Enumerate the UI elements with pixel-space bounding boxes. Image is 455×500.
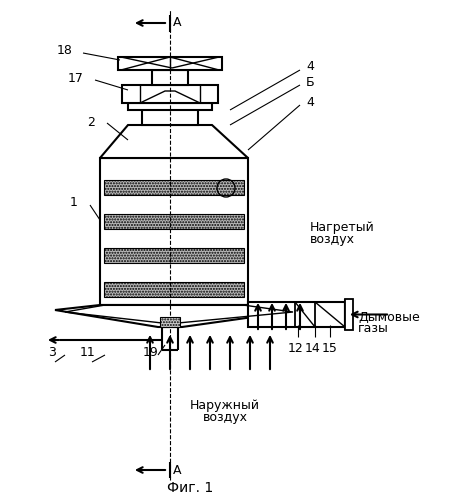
Text: 19: 19 <box>142 346 157 358</box>
Text: 3: 3 <box>48 346 56 358</box>
Text: 14: 14 <box>304 342 320 355</box>
Text: 4: 4 <box>305 60 313 74</box>
Text: 15: 15 <box>321 342 337 355</box>
Bar <box>128 103 212 110</box>
Bar <box>104 180 243 195</box>
Bar <box>104 282 243 297</box>
Text: Наружный: Наружный <box>190 398 259 411</box>
Text: 12: 12 <box>288 342 303 355</box>
Text: 11: 11 <box>79 346 95 358</box>
Text: А: А <box>172 16 181 30</box>
Bar <box>160 317 180 327</box>
Text: Дымовые: Дымовые <box>357 310 419 324</box>
Bar <box>142 108 197 125</box>
Text: А: А <box>172 464 181 476</box>
Bar <box>118 57 222 70</box>
Bar <box>104 248 243 263</box>
Text: воздух: воздух <box>202 412 247 424</box>
Text: Нагретый: Нагретый <box>309 220 374 234</box>
Bar <box>122 85 217 103</box>
Text: 18: 18 <box>57 44 73 57</box>
Text: Б: Б <box>305 76 314 90</box>
Bar <box>100 158 248 305</box>
Text: Фиг. 1: Фиг. 1 <box>167 481 212 495</box>
Text: газы: газы <box>357 322 388 336</box>
Bar <box>152 70 187 85</box>
Polygon shape <box>55 305 302 327</box>
Polygon shape <box>100 125 248 158</box>
Bar <box>104 214 243 229</box>
Text: 1: 1 <box>70 196 78 209</box>
Text: 17: 17 <box>68 72 84 85</box>
Text: 4: 4 <box>305 96 313 108</box>
Bar <box>248 302 344 327</box>
Text: 2: 2 <box>87 116 95 128</box>
Bar <box>344 299 352 330</box>
Text: воздух: воздух <box>309 234 354 246</box>
